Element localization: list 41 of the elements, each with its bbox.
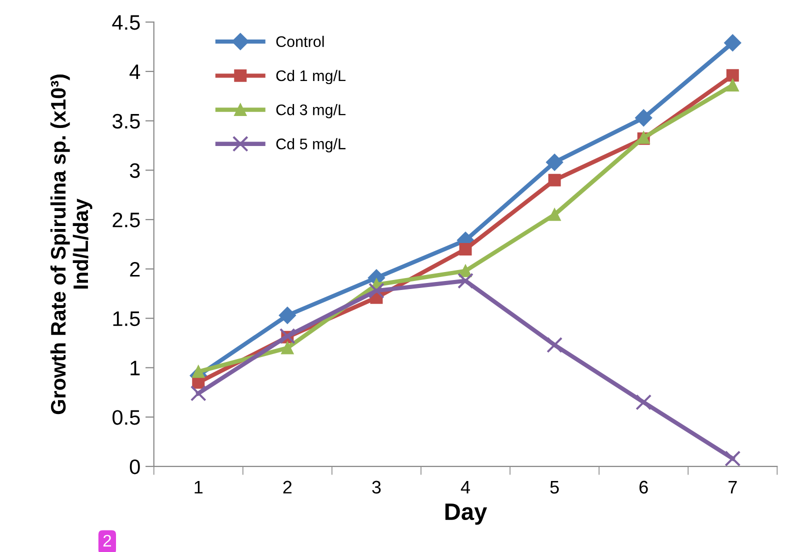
y-tick-label: 4.5 xyxy=(112,15,140,30)
point xyxy=(278,306,296,324)
x-tick-label: 7 xyxy=(728,480,737,494)
point xyxy=(281,342,294,354)
y-tick-label: 1.5 xyxy=(113,312,140,326)
x-axis-title: Day xyxy=(445,504,488,525)
y-tick-label: 2 xyxy=(130,262,140,276)
point xyxy=(726,79,739,92)
point xyxy=(548,174,561,186)
point xyxy=(368,282,384,299)
point xyxy=(459,242,472,256)
y-tick-label: 0 xyxy=(130,459,140,474)
point xyxy=(548,208,561,221)
y-tick-label: 3.5 xyxy=(112,114,140,129)
point xyxy=(636,394,652,410)
y-tick-label: 4 xyxy=(130,64,140,79)
x-tick-label: 5 xyxy=(550,480,559,494)
legend-label: Cd 5 mg/L xyxy=(276,138,346,152)
x-tick-label: 2 xyxy=(283,480,292,494)
legend-label: Cd 3 mg/L xyxy=(276,104,346,118)
point xyxy=(546,336,563,353)
y-tick-label: 0.5 xyxy=(112,410,140,425)
x-tick-label: 6 xyxy=(639,480,648,494)
y-tick-label: 1 xyxy=(130,360,140,376)
text: 2 xyxy=(103,534,111,546)
point xyxy=(635,109,652,126)
point xyxy=(546,154,564,171)
y-tick-label: 3 xyxy=(130,163,140,178)
point xyxy=(458,272,474,289)
point xyxy=(190,385,206,402)
y-tick-label: 2.5 xyxy=(112,212,140,228)
point xyxy=(724,34,742,52)
x-tick-label: 3 xyxy=(372,480,381,494)
legend-label: Control xyxy=(276,36,324,48)
x-tick-label: 1 xyxy=(194,480,203,494)
point xyxy=(724,450,741,466)
point xyxy=(726,69,739,82)
point xyxy=(192,365,205,378)
y-axis-title: Growth Rate of Spirulina sp. (x10³) Ind/L/day xyxy=(50,74,92,414)
x-tick-label: 4 xyxy=(460,480,470,494)
legend-label: Cd 1 mg/L xyxy=(276,70,346,84)
